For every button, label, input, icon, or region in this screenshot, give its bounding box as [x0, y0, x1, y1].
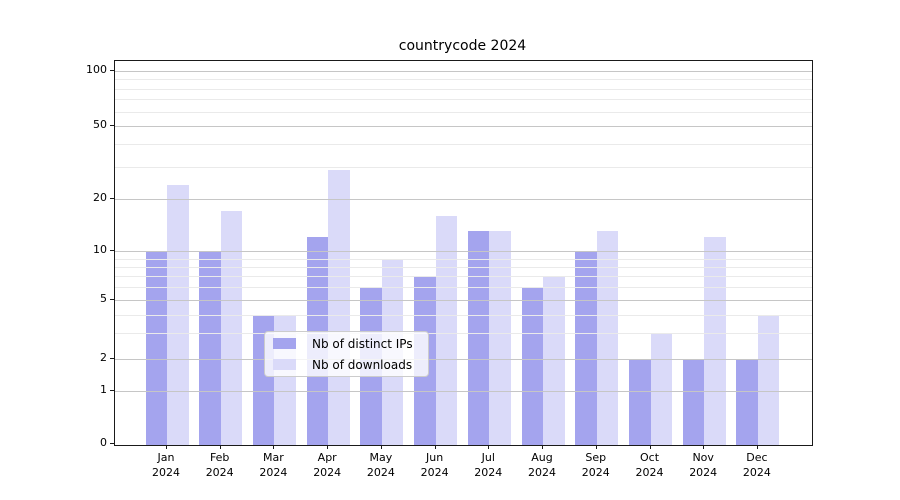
x-tick-mark-nov-2024 [703, 445, 705, 449]
bar-nb-of-distinct-ips-oct-2024 [629, 358, 651, 445]
x-tick-label-mar-2024: Mar 2024 [259, 451, 288, 479]
y-tick-label-1: 1 [100, 383, 107, 396]
major-gridline-10 [115, 251, 812, 252]
x-tick-mark-dec-2024 [756, 445, 758, 449]
y-tick-mark-2 [110, 357, 114, 359]
y-tick-mark-5 [110, 299, 114, 301]
major-gridline-2 [115, 358, 812, 360]
x-tick-label-sep-2024: Sep 2024 [581, 451, 610, 479]
bar-nb-of-distinct-ips-aug-2024 [521, 287, 543, 445]
bar-nb-of-downloads-oct-2024 [650, 332, 672, 445]
y-tick-mark-20 [110, 198, 114, 200]
major-gridline-1 [115, 391, 812, 392]
minor-gridline-7 [115, 276, 812, 278]
y-tick-label-0: 0 [100, 436, 107, 450]
legend-item-nb-of-downloads: Nb of downloads [273, 356, 420, 374]
plot-area [114, 60, 813, 446]
bar-nb-of-downloads-jul-2024 [489, 231, 511, 445]
y-tick-mark-1 [110, 390, 114, 391]
major-gridline-20 [115, 199, 812, 201]
x-tick-mark-jul-2024 [488, 445, 490, 449]
minor-gridline-80 [115, 88, 812, 90]
minor-gridline-6 [115, 287, 812, 289]
bar-nb-of-distinct-ips-nov-2024 [682, 358, 705, 445]
x-tick-mark-oct-2024 [649, 445, 651, 449]
minor-gridline-40 [115, 144, 812, 146]
y-tick-label-10: 10 [93, 243, 107, 256]
x-tick-label-jul-2024: Jul 2024 [474, 451, 503, 479]
y-tick-label-5: 5 [100, 292, 107, 306]
x-tick-label-jun-2024: Jun 2024 [420, 451, 449, 479]
minor-gridline-30 [115, 167, 812, 168]
x-tick-label-dec-2024: Dec 2024 [742, 451, 771, 479]
x-tick-label-aug-2024: Aug 2024 [528, 451, 556, 479]
bar-nb-of-downloads-aug-2024 [543, 276, 565, 445]
y-tick-mark-100 [110, 69, 114, 71]
minor-gridline-9 [115, 258, 812, 260]
minor-gridline-60 [115, 111, 812, 113]
bar-nb-of-downloads-feb-2024 [220, 211, 243, 445]
y-tick-label-2: 2 [100, 350, 107, 364]
legend-label: Nb of distinct IPs [312, 336, 413, 351]
y-tick-mark-50 [110, 125, 114, 127]
x-tick-label-oct-2024: Oct 2024 [635, 451, 664, 479]
bar-nb-of-distinct-ips-sep-2024 [575, 251, 597, 445]
x-tick-mark-aug-2024 [542, 445, 543, 449]
x-tick-mark-jun-2024 [434, 445, 436, 449]
x-tick-label-jan-2024: Jan 2024 [152, 451, 180, 479]
bar-nb-of-downloads-jun-2024 [435, 215, 458, 445]
minor-gridline-8 [115, 266, 812, 268]
y-tick-mark-0 [110, 443, 114, 445]
major-gridline-100 [115, 70, 812, 72]
legend-swatch-icon [273, 338, 296, 349]
legend-item-nb-of-distinct-ips: Nb of distinct IPs [273, 335, 420, 353]
y-tick-mark-10 [110, 250, 114, 251]
bar-nb-of-downloads-dec-2024 [757, 314, 780, 445]
x-tick-mark-apr-2024 [327, 445, 329, 449]
x-tick-mark-jan-2024 [166, 445, 167, 449]
bar-nb-of-downloads-nov-2024 [704, 237, 726, 445]
x-tick-mark-may-2024 [380, 445, 382, 449]
y-tick-label-50: 50 [93, 118, 107, 132]
major-gridline-5 [115, 300, 812, 302]
bar-nb-of-distinct-ips-feb-2024 [199, 251, 221, 445]
legend-swatch-icon [273, 359, 296, 370]
bar-nb-of-distinct-ips-dec-2024 [736, 358, 758, 445]
legend: Nb of distinct IPs Nb of downloads [264, 331, 429, 377]
bar-nb-of-distinct-ips-jan-2024 [145, 251, 167, 445]
minor-gridline-90 [115, 79, 812, 81]
minor-gridline-4 [115, 314, 812, 316]
bar-nb-of-downloads-apr-2024 [328, 169, 350, 445]
y-tick-label-20: 20 [93, 191, 107, 205]
x-tick-label-nov-2024: Nov 2024 [689, 451, 718, 479]
legend-label: Nb of downloads [312, 357, 413, 372]
minor-gridline-3 [115, 332, 812, 334]
bar-nb-of-downloads-sep-2024 [596, 231, 619, 445]
chart-title: countrycode 2024 [398, 38, 527, 54]
x-tick-mark-sep-2024 [595, 445, 597, 449]
major-gridline-50 [115, 126, 812, 128]
x-tick-mark-feb-2024 [219, 445, 221, 449]
x-tick-label-feb-2024: Feb 2024 [205, 451, 234, 479]
minor-gridline-70 [115, 99, 812, 101]
x-tick-label-may-2024: May 2024 [366, 451, 395, 479]
bar-nb-of-distinct-ips-jul-2024 [467, 231, 490, 445]
y-tick-label-100: 100 [86, 62, 107, 76]
x-tick-label-apr-2024: Apr 2024 [313, 451, 342, 479]
x-tick-mark-mar-2024 [273, 445, 275, 449]
